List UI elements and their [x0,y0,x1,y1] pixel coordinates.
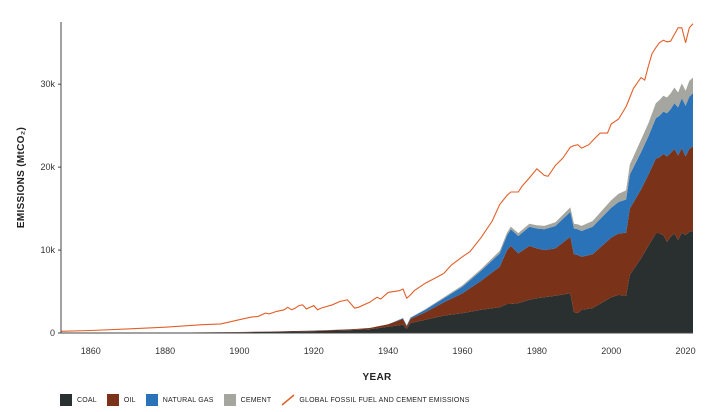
legend-item-natural-gas: NATURAL GAS [145,394,214,406]
x-tick-label: 2020 [676,346,696,356]
x-axis-title: YEAR [363,372,392,383]
y-tick-label: 30k [40,79,55,89]
area-oil [61,146,693,333]
legend-line-icon [281,394,295,406]
x-tick-label: 1900 [229,346,249,356]
legend-swatch-coal [60,394,72,406]
x-tick-label: 1920 [304,346,324,356]
y-tick-labels: 0 10k 20k 30k [40,79,61,338]
legend: COAL OIL NATURAL GAS CEMENT GLOBAL FOSSI… [60,392,480,408]
area-coal [61,231,693,333]
legend-item-total-line: GLOBAL FOSSIL FUEL AND CEMENT EMISSIONS [281,394,469,406]
legend-label-natural-gas: NATURAL GAS [162,396,214,404]
y-tick-label: 0 [50,328,55,338]
x-tick-label: 1860 [81,346,101,356]
x-tick-labels: 1860 1880 1900 1920 1940 1960 1980 2000 2020 [81,346,696,356]
legend-swatch-cement [223,394,236,406]
y-tick-label: 10k [40,245,55,255]
legend-label-oil: OIL [123,396,136,404]
legend-item-coal: COAL [60,394,97,406]
x-tick-label: 1960 [452,346,472,356]
legend-label-total: GLOBAL FOSSIL FUEL AND CEMENT EMISSIONS [299,396,470,404]
x-tick-label: 2000 [601,346,621,356]
x-tick-label: 1940 [378,346,398,356]
stacked-areas [61,77,693,333]
total-emissions-line-layer [60,23,694,332]
legend-swatch-oil [106,394,119,406]
legend-item-cement: CEMENT [223,394,272,406]
y-tick-label: 20k [40,162,55,172]
total-emissions-line [60,23,694,332]
y-axis-title: EMISSIONS (MtCO₂) [16,127,27,228]
legend-swatch-natural-gas [145,394,158,406]
legend-label-cement: CEMENT [240,396,272,404]
legend-label-coal: COAL [77,396,97,404]
x-tick-label: 1880 [155,346,175,356]
legend-item-oil: OIL [106,394,136,406]
x-tick-label: 1980 [527,346,547,356]
